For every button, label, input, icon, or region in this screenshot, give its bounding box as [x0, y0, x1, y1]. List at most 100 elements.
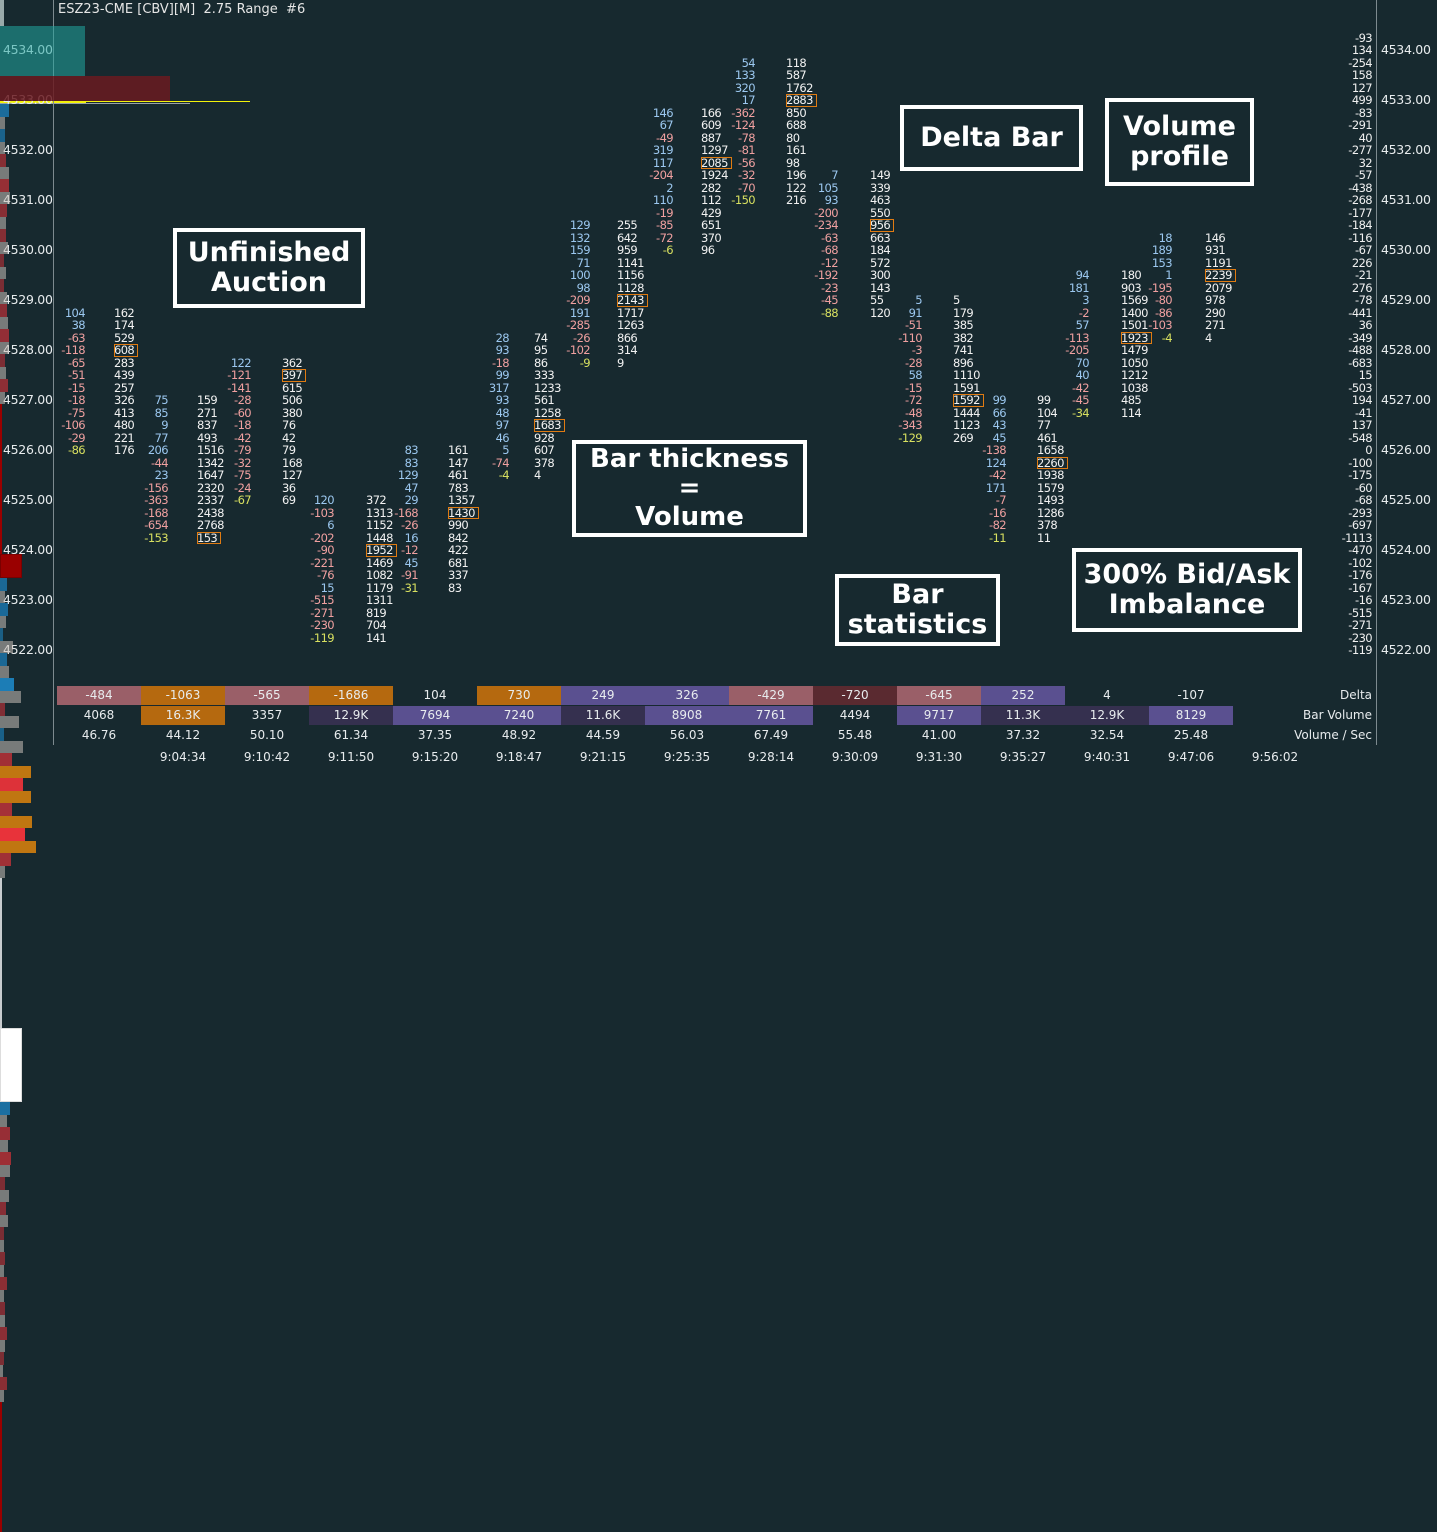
volume-cell: 572: [870, 255, 891, 270]
delta-cell: -76: [317, 568, 335, 582]
y-axis-label-left: 4523.00: [3, 592, 53, 607]
delta-cell: 181: [1068, 280, 1090, 295]
y-tick: [0, 20, 4, 21]
delta-cell: 153: [1151, 255, 1173, 270]
volume-cell: 162: [114, 305, 135, 320]
delta-cell: -285: [566, 318, 590, 332]
delta-cell: 17: [741, 93, 756, 107]
volume-cell: 609: [701, 118, 722, 132]
volume-cell: 1592: [953, 394, 984, 407]
delta-cell: -15: [905, 380, 923, 395]
volume-bar: [0, 266, 7, 279]
volume-cell: 439: [114, 368, 135, 382]
volume-cell: 42: [282, 430, 296, 445]
volume-bar: [0, 1389, 4, 1402]
delta-bar: [0, 129, 6, 142]
y-axis-label-left: 4530.00: [3, 242, 53, 257]
volume-bar: [0, 1264, 4, 1277]
volume-cell: 257: [114, 380, 135, 395]
volume-bar: [0, 166, 10, 179]
delta-bar: [0, 703, 6, 716]
annotation-callout: Bar statistics: [835, 574, 1000, 646]
volume-cell: 1342: [197, 455, 224, 470]
stat-volume-cell: 8908: [645, 706, 729, 725]
delta-cell: 5: [502, 443, 509, 457]
delta-cell: -7: [995, 493, 1007, 507]
volume-cell: 74: [534, 330, 548, 345]
volume-cell: 1191: [1205, 255, 1232, 270]
y-axis-label-right: 4523.00: [1381, 592, 1431, 607]
delta-cell: -28: [234, 393, 252, 407]
volume-cell: 688: [786, 118, 807, 132]
volume-cell: 550: [870, 205, 891, 220]
volume-cell: 1110: [953, 368, 980, 382]
volume-cell: 180: [1121, 268, 1142, 282]
x-axis-time-label: 9:15:20: [411, 750, 459, 764]
volume-cell: 166: [701, 105, 722, 120]
y-tick: [0, 4, 4, 5]
profile-value: -68: [1355, 493, 1373, 507]
volume-bar: [0, 615, 7, 628]
volume-cell: 1400: [1121, 305, 1148, 320]
delta-cell: -15: [68, 380, 86, 395]
volume-cell: 255: [617, 218, 638, 232]
delta-cell: 3: [1082, 293, 1089, 307]
delta-bar: [0, 104, 9, 117]
candle-body[interactable]: [0, 1027, 22, 1102]
volume-cell: 928: [534, 430, 555, 445]
y-axis-label-left: 4526.00: [3, 442, 53, 457]
delta-cell: -18: [492, 355, 510, 370]
delta-cell: 97: [495, 418, 510, 432]
delta-cell: -85: [656, 218, 674, 232]
volume-cell: 269: [953, 430, 974, 445]
delta-cell: 9: [161, 418, 168, 432]
volume-cell: 2085: [701, 156, 732, 169]
delta-cell: 47: [404, 480, 419, 495]
delta-cell: -18: [234, 418, 252, 432]
y-tick: [0, 5, 4, 6]
volume-cell: 1357: [448, 493, 475, 507]
volume-cell: 271: [1205, 318, 1226, 332]
delta-cell: 18: [1158, 230, 1173, 245]
volume-cell: 216: [786, 193, 807, 207]
y-tick: [0, 15, 4, 16]
delta-cell: 319: [652, 143, 674, 157]
volume-cell: 704: [366, 618, 387, 632]
volume-bar: [0, 765, 31, 778]
volume-cell: 887: [701, 130, 722, 145]
volume-cell: 1038: [1121, 380, 1148, 395]
delta-bar: [0, 778, 23, 791]
volume-cell: 741: [953, 343, 974, 357]
delta-cell: 146: [652, 105, 674, 120]
delta-cell: -18: [68, 393, 86, 407]
volume-cell: 1469: [366, 555, 393, 570]
delta-cell: -204: [649, 168, 673, 182]
stat-delta-cell: 252: [981, 686, 1065, 705]
volume-cell: 282: [701, 180, 722, 195]
volume-cell: 1263: [617, 318, 644, 332]
volume-bar: [0, 740, 23, 753]
delta-cell: 5: [915, 293, 922, 307]
delta-cell: 320: [734, 80, 756, 95]
volume-cell: 978: [1205, 293, 1226, 307]
volume-cell: 931: [1205, 243, 1226, 257]
profile-value: 0: [1365, 443, 1372, 457]
delta-cell: 57: [1075, 318, 1090, 332]
profile-value: -441: [1348, 305, 1372, 320]
delta-cell: 2: [666, 180, 673, 195]
volume-cell: 1647: [197, 468, 224, 482]
delta-cell: -153: [144, 530, 168, 545]
imbalance-zone-teal: [0, 51, 85, 76]
candle-body[interactable]: [0, 553, 22, 578]
delta-cell: -23: [821, 280, 839, 295]
x-axis-time-label: 9:28:14: [747, 750, 795, 764]
volume-cell: 221: [114, 430, 135, 445]
delta-bar: [0, 1277, 8, 1290]
delta-cell: -51: [68, 368, 86, 382]
y-axis-label-right: 4529.00: [1381, 292, 1431, 307]
volume-bar: [0, 865, 5, 878]
volume-bar: [0, 640, 14, 653]
volume-cell: 1152: [366, 518, 393, 532]
stat-vps-cell: 25.48: [1173, 728, 1209, 742]
